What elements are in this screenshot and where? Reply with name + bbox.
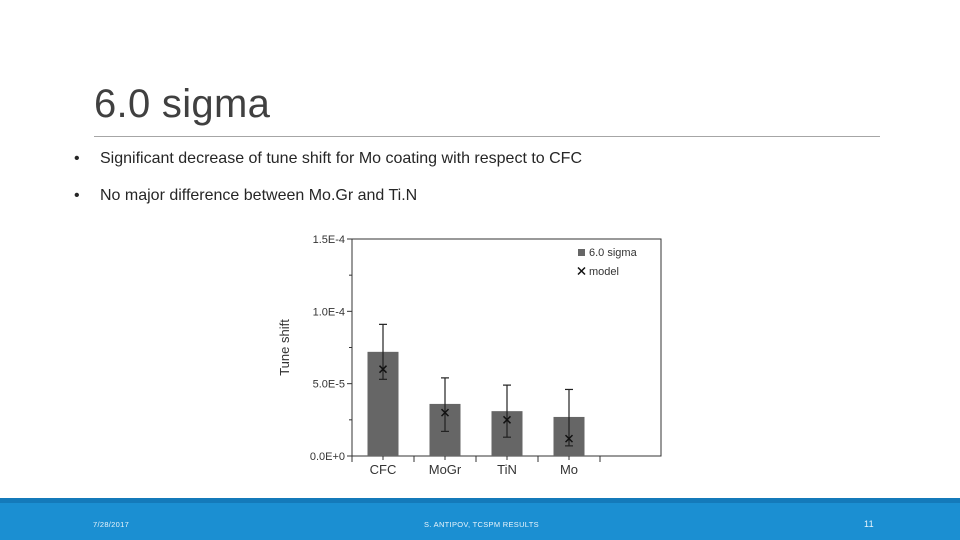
- bullet-item: • Significant decrease of tune shift for…: [74, 148, 582, 185]
- y-tick-label: 0.0E+0: [310, 451, 345, 463]
- footer-presenter: S. ANTIPOV, TCSPM RESULTS: [424, 520, 539, 529]
- x-tick-label: Mo: [560, 462, 578, 477]
- x-tick-label: CFC: [370, 462, 397, 477]
- tune-shift-bar-chart: 0.0E+0 5.0E-5 1.0E-4 1.5E-4 Tune shift CFC MoG…: [277, 234, 662, 477]
- y-axis-label: Tune shift: [277, 319, 292, 376]
- legend-marker-model: [577, 266, 586, 276]
- x-tick-label: MoGr: [429, 462, 462, 477]
- slide-title: 6.0 sigma: [94, 82, 271, 126]
- bullet-marker: •: [74, 150, 80, 167]
- footer-date: 7/28/2017: [93, 520, 130, 529]
- y-tick-label: 1.5E-4: [313, 234, 345, 246]
- y-tick-label: 5.0E-5: [313, 379, 345, 391]
- x-tick-label: TiN: [497, 462, 517, 477]
- bullet-item: • No major difference between Mo.Gr and …: [74, 185, 582, 222]
- legend-label-bar: 6.0 sigma: [589, 247, 638, 259]
- model-marker: [564, 434, 574, 443]
- model-marker: [440, 408, 450, 417]
- model-marker: [378, 365, 388, 374]
- model-marker: [502, 415, 512, 424]
- legend-swatch-bar: [578, 249, 585, 256]
- title-divider: [94, 136, 880, 137]
- bullet-text: Significant decrease of tune shift for M…: [100, 150, 583, 167]
- bullet-text: No major difference between Mo.Gr and Ti…: [100, 187, 418, 204]
- y-tick-label: 1.0E-4: [313, 306, 345, 318]
- footer-bar: [0, 498, 960, 540]
- bullet-list: • Significant decrease of tune shift for…: [74, 148, 582, 222]
- bullet-marker: •: [74, 187, 80, 204]
- legend-label-model: model: [589, 266, 619, 278]
- page-number: 11: [864, 519, 874, 529]
